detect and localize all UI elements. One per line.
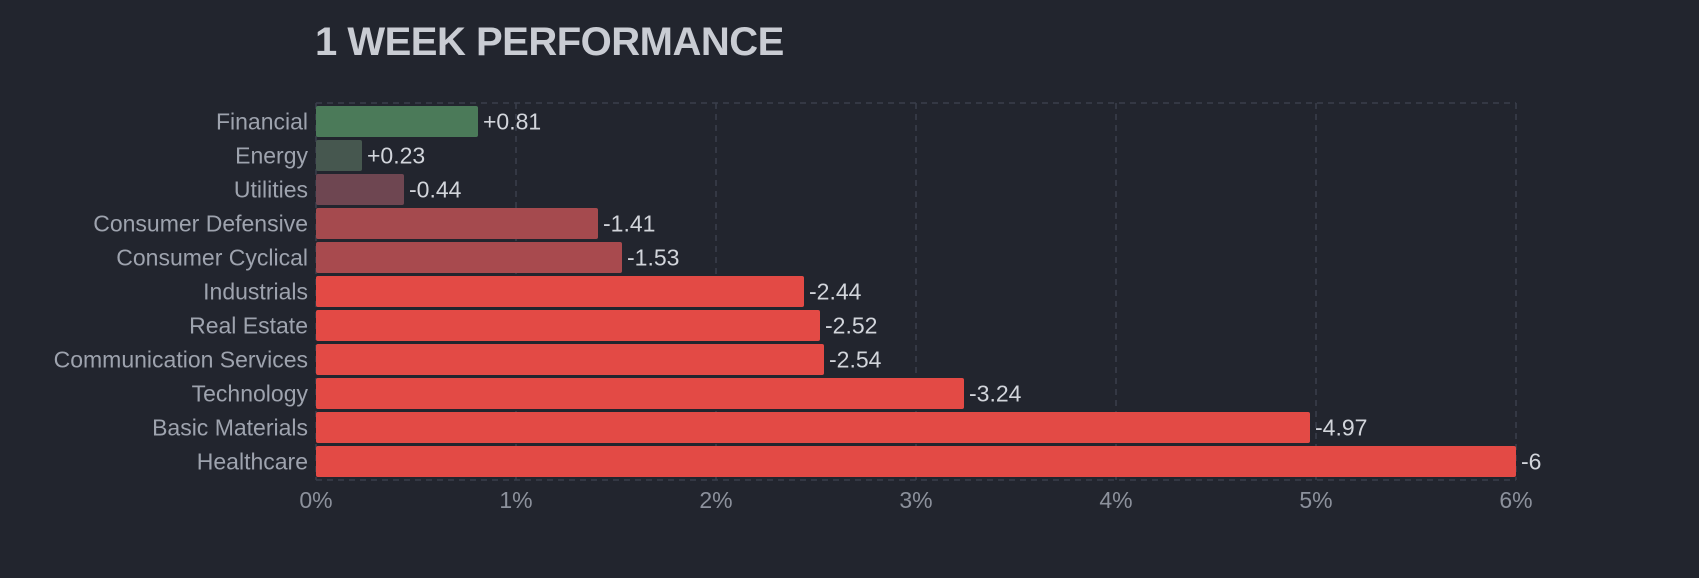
x-tick-label: 6% — [1499, 487, 1532, 513]
value-label: -2.54 — [829, 347, 882, 373]
bar — [316, 140, 362, 171]
value-label: +0.23 — [367, 143, 425, 169]
category-labels: Financial Energy Utilities Consumer Defensi… — [54, 109, 309, 475]
bar — [316, 174, 404, 205]
x-tick-label: 3% — [899, 487, 932, 513]
bar — [316, 276, 804, 307]
category-label: Communication Services — [54, 347, 308, 373]
value-label: +0.81 — [483, 109, 541, 135]
category-label: Energy — [235, 143, 308, 169]
x-tick-label: 5% — [1299, 487, 1332, 513]
bar — [316, 378, 964, 409]
x-tick-label: 4% — [1099, 487, 1132, 513]
value-label: -1.41 — [603, 211, 655, 237]
bar — [316, 310, 820, 341]
category-label: Consumer Cyclical — [116, 245, 308, 271]
category-label: Consumer Defensive — [93, 211, 308, 237]
value-label: -3.24 — [969, 381, 1022, 407]
chart-title: 1 WEEK PERFORMANCE — [315, 20, 784, 64]
category-label: Utilities — [234, 177, 308, 203]
category-label: Financial — [216, 109, 308, 135]
category-label: Industrials — [203, 279, 308, 305]
bar — [316, 344, 824, 375]
bar — [316, 412, 1310, 443]
value-label: -4.97 — [1315, 415, 1367, 441]
bar — [316, 208, 598, 239]
bar — [316, 106, 478, 137]
value-labels: +0.81 +0.23 -0.44 -1.41 -1.53 -2.44 -2.52 -2.54… — [367, 109, 1541, 475]
value-label: -2.44 — [809, 279, 862, 305]
category-label: Basic Materials — [152, 415, 308, 441]
value-label: -1.53 — [627, 245, 679, 271]
x-tick-label: 0% — [299, 487, 332, 513]
category-label: Real Estate — [189, 313, 308, 339]
value-label: -2.52 — [825, 313, 877, 339]
x-tick-label: 2% — [699, 487, 732, 513]
x-tick-label: 1% — [499, 487, 532, 513]
category-label: Technology — [192, 381, 309, 407]
bar — [316, 446, 1516, 477]
value-label: -6 — [1521, 449, 1541, 475]
x-axis-ticks: 0% 1% 2% 3% 4% 5% 6% — [299, 487, 1532, 513]
category-label: Healthcare — [197, 449, 308, 475]
value-label: -0.44 — [409, 177, 462, 203]
bar — [316, 242, 622, 273]
bars — [316, 106, 1516, 477]
